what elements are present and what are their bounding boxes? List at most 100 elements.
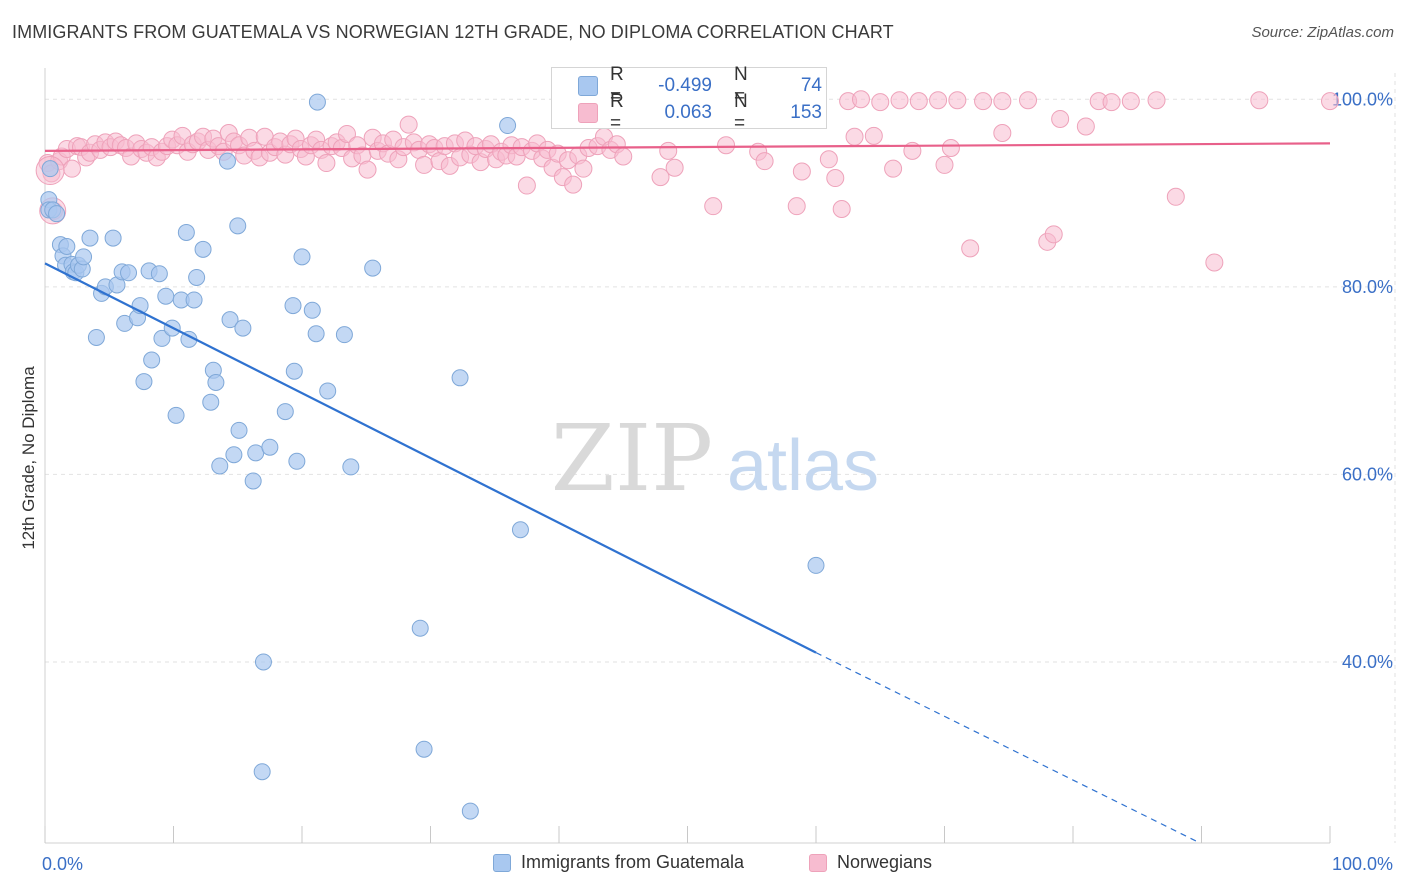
guatemala-point (58, 238, 76, 256)
norwegians-swatch (578, 103, 598, 123)
norwegians-point (961, 239, 980, 258)
guatemala-point (511, 521, 529, 539)
guatemala-point (48, 205, 66, 223)
r-label: R = (610, 91, 624, 134)
guatemala-point (284, 297, 302, 315)
norwegians-point (871, 93, 890, 112)
guatemala-point (261, 438, 279, 456)
r-value: -0.499 (658, 75, 712, 96)
norwegians-point (1321, 92, 1339, 111)
y-tick-label: 100.0% (1332, 89, 1393, 109)
guatemala-point (41, 160, 59, 178)
n-label: N = (734, 91, 748, 134)
norwegians-point (792, 162, 811, 181)
norwegians-point (399, 115, 418, 134)
norwegians-point (317, 154, 336, 173)
norwegians-point (659, 141, 678, 160)
guatemala-point (276, 403, 294, 421)
norwegians-point (1019, 91, 1038, 110)
guatemala-point (81, 229, 99, 247)
axes (44, 68, 1331, 844)
norwegians-point (884, 159, 903, 178)
guatemala-point (202, 393, 220, 411)
norwegians-point (574, 159, 593, 178)
guatemala-point (244, 472, 262, 490)
guatemala-point (229, 217, 247, 235)
r-value: 0.063 (664, 102, 712, 123)
norwegians-point (909, 92, 928, 111)
trend-lines (44, 142, 1331, 844)
norwegians-point (948, 91, 967, 110)
norwegians-point (1044, 225, 1063, 244)
norwegians-point (1147, 91, 1166, 110)
guatemala-point (153, 329, 171, 347)
n-value: 153 (790, 102, 822, 123)
guatemala-point (87, 328, 105, 346)
guatemala-point (303, 301, 321, 319)
norwegians-point (717, 136, 736, 155)
guatemala-point (218, 152, 236, 170)
guatemala-point (285, 362, 303, 380)
guatemala-point (307, 325, 325, 343)
guatemala-point (319, 382, 337, 400)
norwegians-point (614, 147, 633, 166)
norwegians-point (358, 160, 377, 179)
x-tick-label: 100.0% (1332, 854, 1393, 874)
guatemala-swatch (578, 76, 598, 96)
norwegians-point (337, 124, 356, 143)
guatemala-point (188, 268, 206, 286)
norwegians-trend-line (44, 142, 1331, 152)
guatemala-point (415, 740, 433, 758)
guatemala-point (211, 457, 229, 475)
r-label: R = (610, 64, 624, 107)
norwegians-point (415, 155, 434, 174)
bottom-legend: Immigrants from Guatemala Norwegians (0, 852, 1406, 878)
norwegians-point (935, 155, 954, 174)
grid-lines (45, 73, 1396, 843)
norwegians-point (755, 152, 774, 171)
norwegians-point (1250, 91, 1269, 110)
norwegians-point (704, 197, 723, 216)
legend-item-guatemala[interactable]: Immigrants from Guatemala (493, 852, 744, 873)
n-value: 74 (800, 75, 822, 96)
guatemala-point (194, 240, 212, 258)
guatemala-point (230, 421, 248, 439)
guatemala-points (40, 93, 825, 820)
guatemala-point (308, 93, 326, 111)
norwegians-point (1121, 92, 1140, 111)
guatemala-trend-line (44, 262, 817, 654)
norwegians-point (1076, 117, 1095, 136)
norwegians-point (62, 159, 81, 178)
guatemala-point (104, 229, 122, 247)
guatemala-trend-extension (815, 652, 1201, 844)
norwegians-point (819, 150, 838, 169)
guatemala-point (167, 406, 185, 424)
guatemala-point (254, 653, 272, 671)
guatemala-point (150, 265, 168, 283)
norwegians-point (974, 92, 993, 111)
guatemala-point (247, 444, 265, 462)
n-label: N = (734, 64, 748, 107)
watermark: ZIP atlas (551, 405, 879, 512)
legend-item-norwegians[interactable]: Norwegians (809, 852, 932, 873)
guatemala-point (75, 248, 93, 266)
guatemala-point (411, 619, 429, 637)
guatemala-point (157, 287, 175, 305)
guatemala-legend-swatch (493, 853, 511, 872)
y-axis-label: 12th Grade, No Diploma (19, 366, 38, 550)
guatemala-point (225, 446, 243, 464)
guatemala-point (288, 452, 306, 470)
guatemala-point (342, 458, 360, 476)
guatemala-point (177, 223, 195, 241)
norwegians-point (1102, 93, 1121, 112)
guatemala-point (143, 351, 161, 369)
guatemala-point (364, 259, 382, 277)
guatemala-point (221, 311, 239, 329)
y-tick-label: 80.0% (1342, 277, 1393, 297)
guatemala-point (135, 373, 153, 391)
guatemala-point (207, 374, 225, 392)
guatemala-point (293, 248, 311, 266)
norwegians-point (1166, 187, 1185, 206)
watermark-zip: ZIP (551, 405, 713, 512)
